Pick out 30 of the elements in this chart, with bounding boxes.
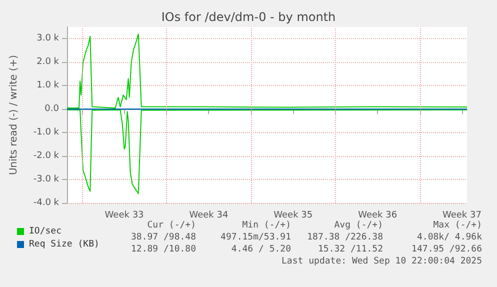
- y-tick-label: -1.0 k: [33, 128, 60, 138]
- y-tick-label: -2.0 k: [33, 151, 60, 162]
- y-tick-label: 1.0 k: [36, 80, 60, 91]
- text: 38.97 /98.48: [130, 232, 196, 242]
- text: Cur (-/+): [147, 220, 196, 230]
- chart-title: IOs for /dev/dm-0 - by month: [161, 10, 336, 24]
- x-tick-label: Week 34: [189, 210, 228, 220]
- x-tick-label: Week 33: [104, 210, 144, 220]
- x-tick-label: Week 37: [442, 210, 482, 220]
- y-tick-label: -4.0 k: [33, 198, 60, 208]
- text: Last update: Wed Sep 10 22:00:04 2025: [282, 256, 482, 266]
- text: Avg (-/+): [334, 220, 384, 230]
- text: 15.32 /11.52: [318, 244, 384, 254]
- text: 4.08k/ 4.96k: [416, 232, 483, 242]
- text: 4.46 / 5.20: [231, 244, 292, 254]
- text: 187.38 /226.38: [307, 232, 383, 242]
- y-tick-label: 3.0 k: [36, 34, 60, 44]
- y-tick-label: 0.0: [44, 104, 60, 114]
- text: 12.89 /10.80: [130, 244, 196, 254]
- y-tick-label: 2.0 k: [36, 57, 60, 68]
- legend-label: IO/sec: [29, 226, 62, 236]
- x-tick-label: Week 35: [274, 210, 313, 220]
- y-axis-title: Units read (-) / write (+): [8, 54, 20, 176]
- y-tick-label: -3.0 k: [33, 174, 60, 185]
- text: Max (-/+): [433, 220, 482, 230]
- text: 497.15m/53.91: [220, 232, 292, 242]
- x-tick-label: Week 36: [358, 210, 398, 220]
- legend-label: Req Size (KB): [29, 240, 100, 250]
- text: Min (-/+): [242, 220, 292, 230]
- text: 147.95 /92.66: [412, 244, 482, 254]
